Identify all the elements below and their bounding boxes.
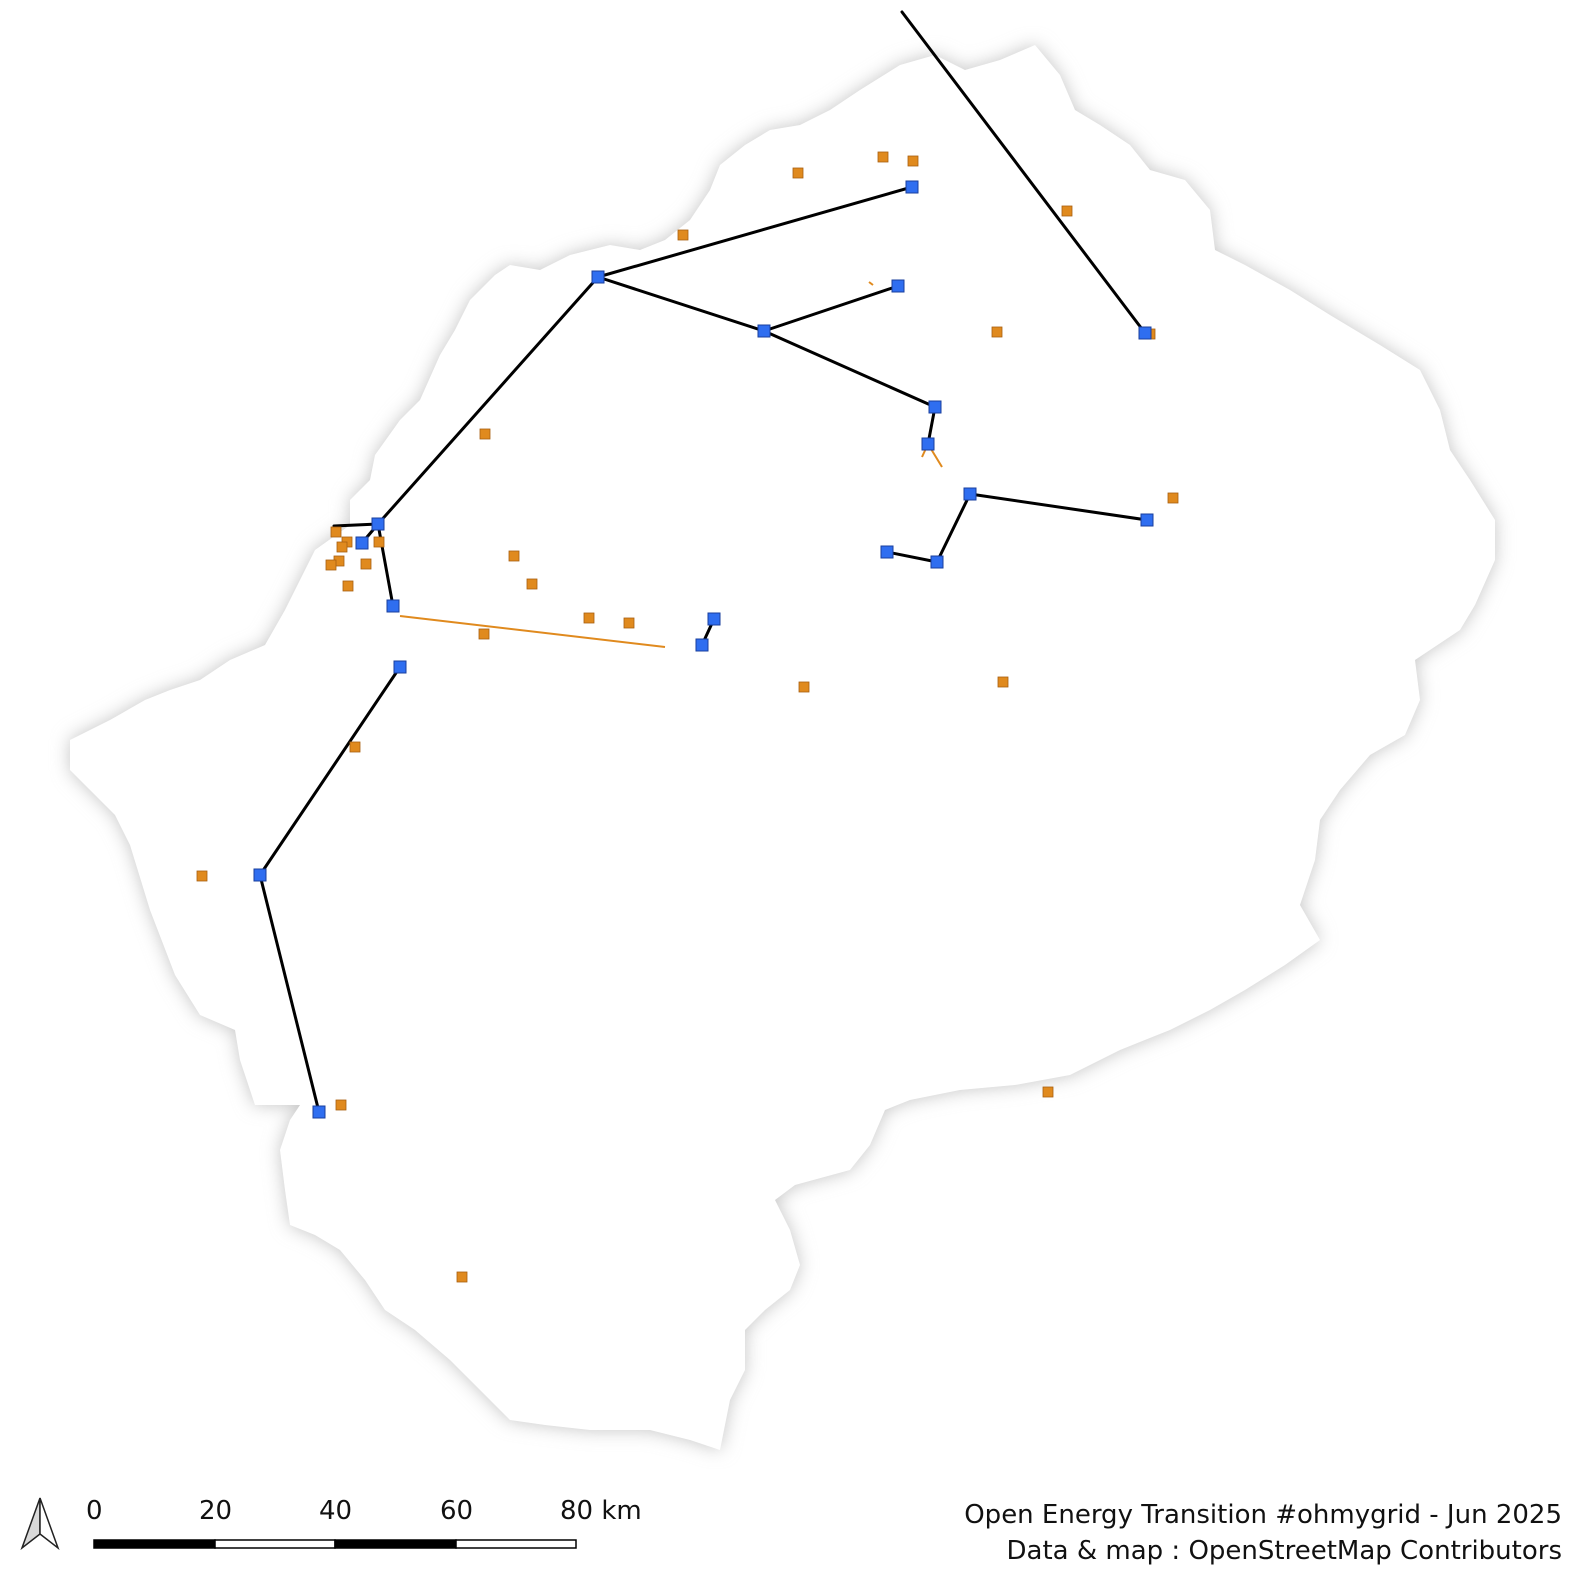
power-plant-marker[interactable] <box>677 229 689 241</box>
substation-marker[interactable] <box>371 517 385 531</box>
distribution-line[interactable] <box>868 281 874 286</box>
scale-label-60: 60 <box>440 1496 474 1526</box>
power-plant-marker[interactable] <box>623 617 635 629</box>
power-plant-marker[interactable] <box>479 428 491 440</box>
transmission-line[interactable] <box>762 284 900 333</box>
substation-marker[interactable] <box>963 487 977 501</box>
substation-marker[interactable] <box>312 1105 326 1119</box>
credit-source: Data & map : OpenStreetMap Contributors <box>1006 1536 1562 1566</box>
substation-marker[interactable] <box>891 279 905 293</box>
power-plants <box>196 151 1179 1283</box>
power-plant-marker[interactable] <box>907 155 919 167</box>
power-plant-marker[interactable] <box>1167 492 1179 504</box>
power-plant-marker[interactable] <box>478 628 490 640</box>
transmission-line[interactable] <box>968 492 1149 522</box>
substation-marker[interactable] <box>928 400 942 414</box>
credit-title: Open Energy Transition #ohmygrid - Jun 2… <box>964 1500 1562 1530</box>
substation-marker[interactable] <box>921 437 935 451</box>
power-plant-marker[interactable] <box>330 526 342 538</box>
substation-marker[interactable] <box>757 324 771 338</box>
substation-marker[interactable] <box>905 180 919 194</box>
power-plant-marker[interactable] <box>877 151 889 163</box>
power-plant-marker[interactable] <box>508 550 520 562</box>
substation-marker[interactable] <box>591 270 605 284</box>
scale-label-40: 40 <box>319 1496 353 1526</box>
substation-marker[interactable] <box>695 638 709 652</box>
power-plant-marker[interactable] <box>1061 205 1073 217</box>
transmission-line[interactable] <box>332 522 380 528</box>
distribution-line[interactable] <box>399 615 666 648</box>
transmission-line[interactable] <box>885 550 939 564</box>
scale-label-0: 0 <box>86 1496 103 1526</box>
power-plant-marker[interactable] <box>997 676 1009 688</box>
scale-bar <box>93 1539 577 1549</box>
power-plant-marker[interactable] <box>456 1271 468 1283</box>
power-plant-marker[interactable] <box>583 612 595 624</box>
scale-segment <box>214 1539 336 1549</box>
transmission-line[interactable] <box>596 275 766 333</box>
substation-marker[interactable] <box>707 612 721 626</box>
transmission-line[interactable] <box>596 185 914 279</box>
scale-segment <box>334 1539 457 1549</box>
substation-marker[interactable] <box>880 545 894 559</box>
power-plant-marker[interactable] <box>349 741 361 753</box>
scale-label-80-km: 80 km <box>560 1496 642 1526</box>
scale-label-20: 20 <box>199 1496 233 1526</box>
power-plant-marker[interactable] <box>325 559 337 571</box>
substation-marker[interactable] <box>1138 326 1152 340</box>
transmission-lines <box>258 10 1149 1114</box>
power-plant-marker[interactable] <box>526 578 538 590</box>
substation-marker[interactable] <box>253 868 267 882</box>
transmission-line[interactable] <box>900 10 1147 335</box>
substation-marker[interactable] <box>386 599 400 613</box>
power-plant-marker[interactable] <box>792 167 804 179</box>
north-arrow-icon <box>20 1497 60 1551</box>
power-plant-marker[interactable] <box>342 580 354 592</box>
country-fill <box>70 45 1495 1450</box>
substation-marker[interactable] <box>1140 513 1154 527</box>
scale-segment <box>93 1539 216 1549</box>
transmission-line[interactable] <box>258 873 321 1114</box>
transmission-line[interactable] <box>935 492 972 564</box>
power-plant-marker[interactable] <box>336 541 348 553</box>
substation-marker[interactable] <box>930 555 944 569</box>
power-plant-marker[interactable] <box>373 536 385 548</box>
country-area <box>70 45 1495 1450</box>
power-plant-marker[interactable] <box>991 326 1003 338</box>
power-plant-marker[interactable] <box>335 1099 347 1111</box>
power-plant-marker[interactable] <box>360 558 372 570</box>
power-plant-marker[interactable] <box>798 681 810 693</box>
transmission-line[interactable] <box>762 329 937 409</box>
substations <box>253 180 1154 1119</box>
substation-marker[interactable] <box>355 536 369 550</box>
scale-segment <box>455 1539 577 1549</box>
power-plant-marker[interactable] <box>1042 1086 1054 1098</box>
transmission-line[interactable] <box>376 275 600 526</box>
power-plant-marker[interactable] <box>196 870 208 882</box>
substation-marker[interactable] <box>393 660 407 674</box>
transmission-line[interactable] <box>258 665 402 877</box>
